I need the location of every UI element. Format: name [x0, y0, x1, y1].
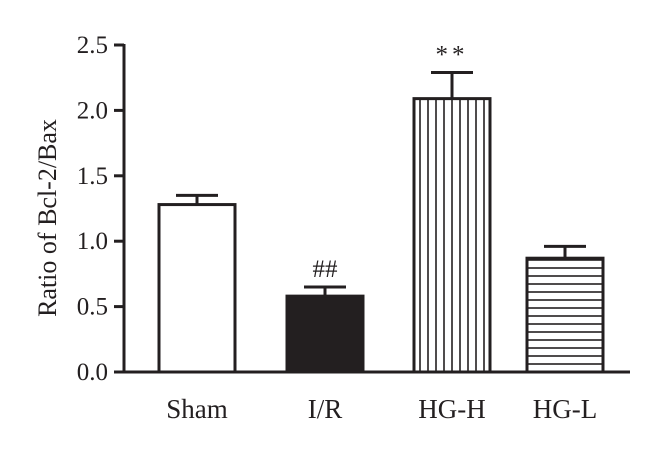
x-tick-label: I/R	[308, 394, 343, 424]
y-tick-label: 2.0	[77, 97, 108, 124]
significance-annotation: ##	[313, 256, 339, 283]
y-tick-label: 1.5	[77, 163, 108, 190]
y-axis-label: Ratio of Bcl-2/Bax	[33, 119, 62, 317]
x-tick-label: HG-L	[533, 394, 597, 424]
bar-hg-l	[525, 256, 605, 374]
bar-hg-h	[412, 97, 492, 374]
bar-i-r	[285, 294, 365, 374]
bar-sham	[157, 203, 237, 374]
y-tick-label: 2.5	[77, 32, 108, 59]
x-tick-label: HG-H	[418, 394, 486, 424]
y-tick-label: 0.5	[77, 294, 108, 321]
significance-annotation: **	[436, 41, 469, 68]
y-tick-label: 0.0	[77, 359, 108, 386]
y-tick-label: 1.0	[77, 228, 108, 255]
x-tick-label: Sham	[166, 394, 228, 424]
plot-area: 0.0 0.5 1.0 1.5 2.0 2.5 Sham I/R ## HG-H ** HG-L	[77, 32, 630, 424]
